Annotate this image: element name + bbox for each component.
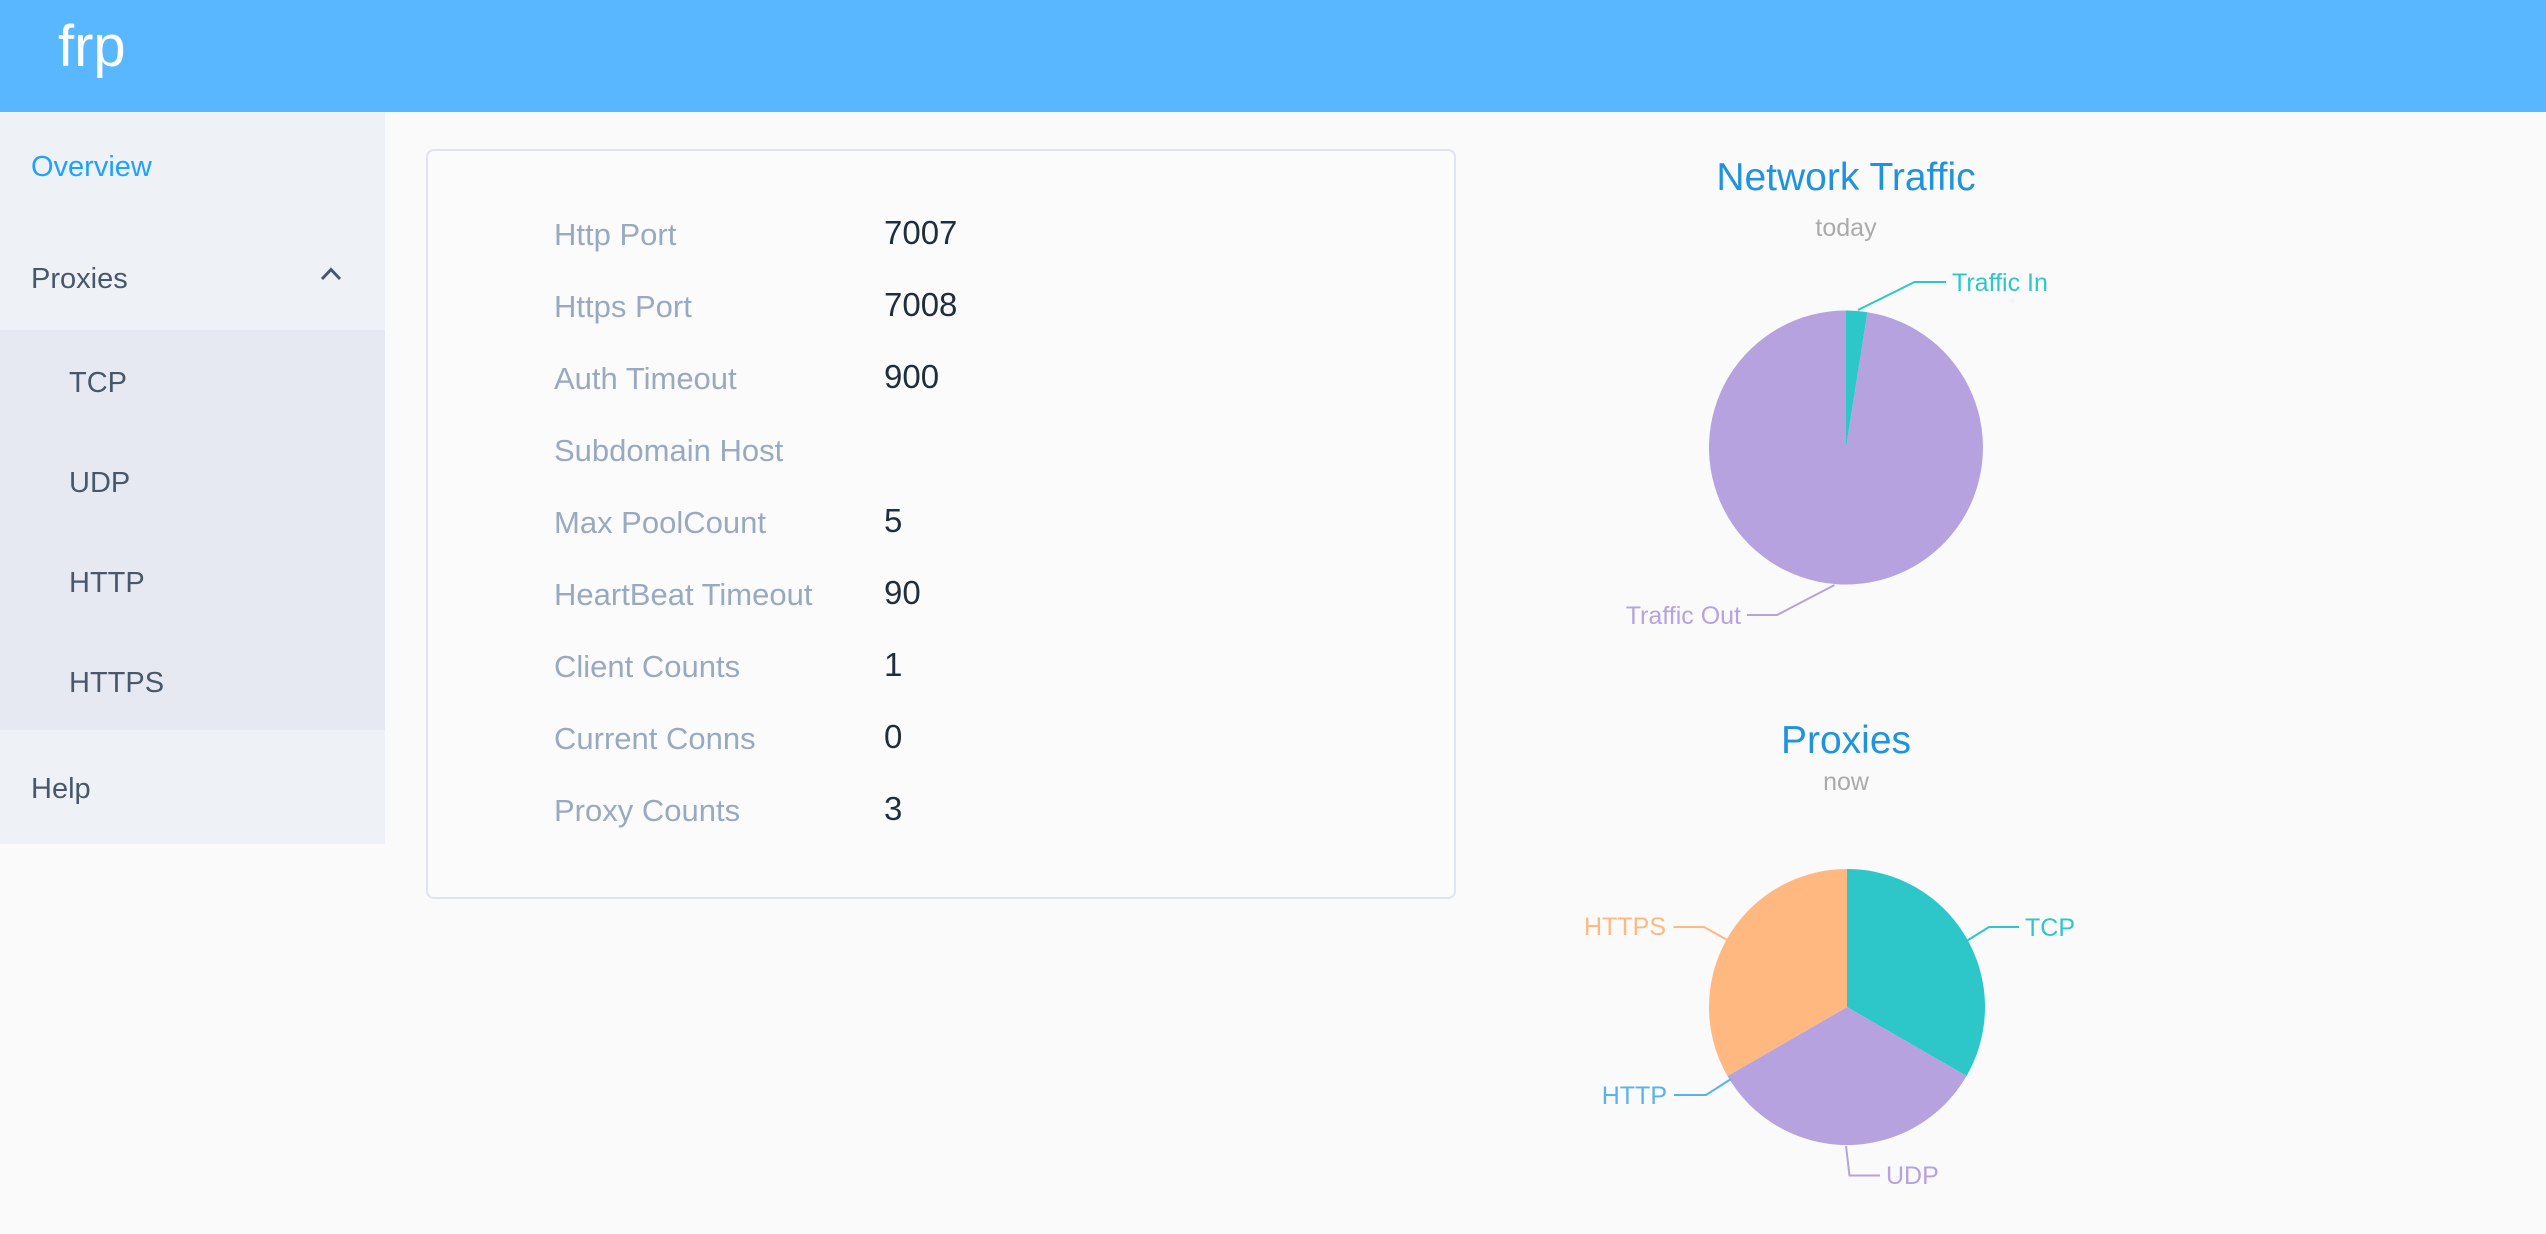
svg-text:HTTP: HTTP <box>1602 1082 1667 1110</box>
svg-text:Traffic Out: Traffic Out <box>1626 602 1741 630</box>
svg-text:UDP: UDP <box>1886 1162 1939 1190</box>
svg-text:TCP: TCP <box>2025 914 2075 942</box>
svg-text:now: now <box>1823 768 1870 796</box>
svg-text:Proxies: Proxies <box>1781 719 1911 762</box>
svg-text:today: today <box>1815 214 1877 242</box>
svg-text:Traffic In: Traffic In <box>1952 269 2048 297</box>
svg-text:HTTPS: HTTPS <box>1584 913 1666 941</box>
svg-text:Network Traffic: Network Traffic <box>1716 156 1975 199</box>
